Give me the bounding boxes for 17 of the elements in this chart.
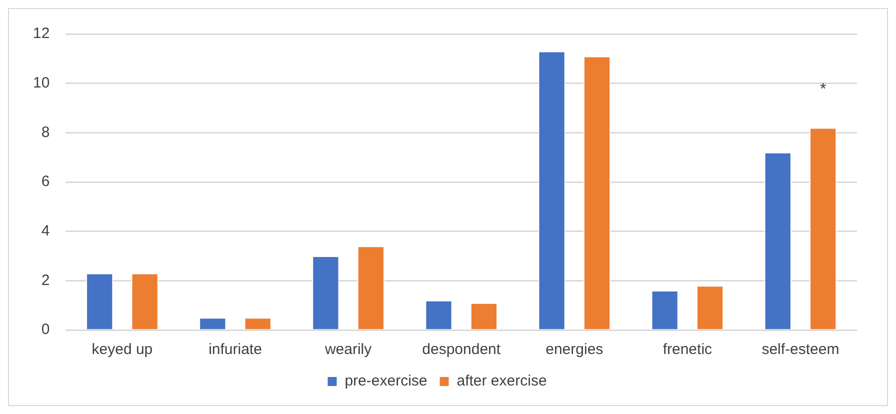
- y-tick-label: 4: [41, 222, 50, 240]
- x-tick-label: infuriate: [208, 341, 262, 358]
- y-tick-label: 6: [41, 173, 50, 190]
- x-tick-label: energies: [546, 341, 604, 358]
- x-tick-label: keyed up: [92, 341, 153, 358]
- annotation: *: [820, 81, 826, 98]
- x-tick-label: self-esteem: [762, 341, 840, 358]
- x-tick-label: wearily: [324, 341, 372, 358]
- y-tick-label: 0: [41, 321, 50, 338]
- legend-label: after exercise: [456, 372, 547, 390]
- y-tick-label: 2: [41, 272, 50, 289]
- legend-label: pre-exercise: [344, 372, 428, 390]
- y-tick-label: 10: [32, 74, 50, 92]
- x-tick-label: despondent: [422, 341, 502, 358]
- y-tick-label: 12: [32, 25, 50, 42]
- x-tick-label: frenetic: [662, 341, 713, 358]
- y-tick-label: 8: [41, 124, 50, 141]
